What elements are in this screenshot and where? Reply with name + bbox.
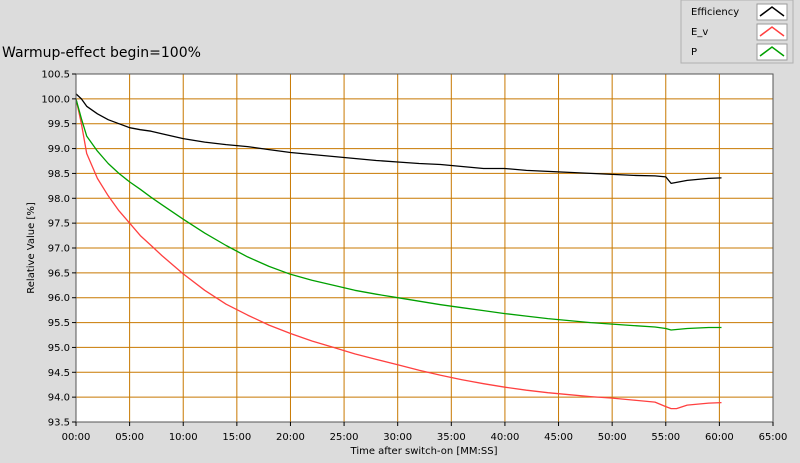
y-tick-label: 96.5 (48, 268, 70, 279)
legend-line-sample (759, 46, 785, 57)
legend-swatch (756, 23, 788, 41)
x-tick-label: 05:00 (115, 432, 144, 443)
x-axis-title: Time after switch-on [MM:SS] (350, 446, 498, 457)
x-tick-label: 10:00 (169, 432, 198, 443)
y-tick-label: 97.0 (48, 244, 70, 255)
y-tick-label: 100.5 (41, 70, 70, 81)
series-line-efficiency (75, 93, 722, 185)
x-tick-label: 30:00 (383, 432, 412, 443)
x-tick-label: 50:00 (598, 432, 627, 443)
y-tick-label: 100.0 (41, 94, 70, 105)
y-tick-label: 97.5 (48, 219, 70, 230)
y-tick-label: 94.0 (48, 393, 70, 404)
series-layer (75, 93, 722, 410)
x-tick-label: 40:00 (491, 432, 520, 443)
y-axis: 93.5 94.0 94.5 95.0 95.5 96.0 96.5 97.0 97.5 98.0… (41, 70, 76, 429)
series-line-e-v (75, 98, 722, 410)
x-tick-label: 00:00 (62, 432, 91, 443)
x-axis: 00:00 05:00 10:00 15:00 20:00 25:00 30:00 35:00… (62, 422, 788, 443)
x-tick-label: 25:00 (330, 432, 359, 443)
y-tick-label: 95.5 (48, 318, 70, 329)
y-axis-title: Relative Value [%] (26, 202, 37, 294)
x-tick-label: 45:00 (544, 432, 573, 443)
y-tick-label: 95.0 (48, 343, 70, 354)
x-tick-label: 15:00 (222, 432, 251, 443)
chart-title: Warmup-effect begin=100% (2, 45, 201, 61)
legend-swatch (756, 43, 788, 61)
legend-label: Efficiency (691, 7, 739, 18)
legend-swatch (756, 3, 788, 21)
series-line-p (75, 98, 722, 331)
x-tick-label: 55:00 (651, 432, 680, 443)
x-tick-label: 35:00 (437, 432, 466, 443)
y-tick-label: 99.5 (48, 119, 70, 130)
y-tick-label: 94.5 (48, 368, 70, 379)
y-tick-label: 98.5 (48, 169, 70, 180)
legend-label: P (691, 47, 697, 58)
grid (75, 73, 774, 423)
legend-label: E_v (691, 27, 708, 38)
legend-line-sample (759, 26, 785, 37)
x-tick-label: 60:00 (705, 432, 734, 443)
y-tick-label: 98.0 (48, 194, 70, 205)
y-tick-label: 93.5 (48, 418, 70, 429)
y-tick-label: 96.0 (48, 293, 70, 304)
x-tick-label: 20:00 (276, 432, 305, 443)
legend-line-sample (759, 6, 785, 17)
legend: Efficiency E_v P (680, 0, 794, 64)
y-tick-label: 99.0 (48, 144, 70, 155)
x-tick-label: 65:00 (759, 432, 788, 443)
